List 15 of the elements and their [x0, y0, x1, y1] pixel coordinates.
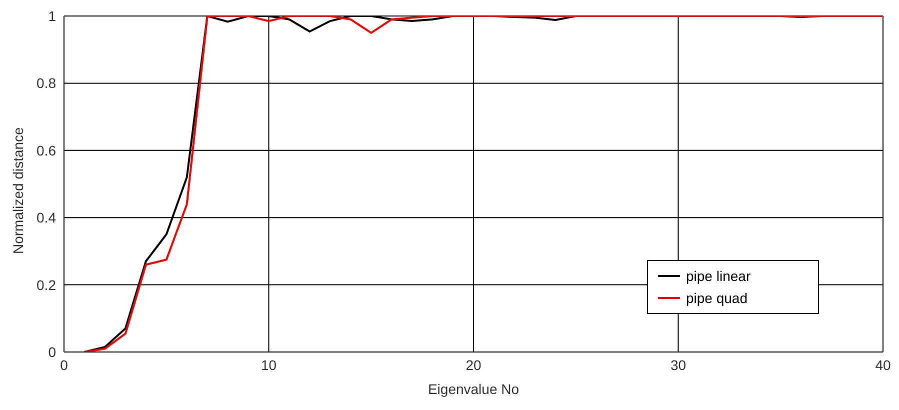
y-tick-label: 0.4	[36, 210, 56, 226]
y-tick-label: 0.8	[36, 75, 56, 92]
x-tick-label: 0	[60, 356, 68, 373]
x-tick-label: 30	[670, 356, 686, 373]
legend-label: pipe linear	[686, 267, 751, 286]
x-axis-title: Eigenvalue No	[428, 381, 520, 397]
x-tick-label: 10	[260, 356, 277, 373]
x-tick-label: 40	[875, 356, 891, 373]
y-tick-label: 0.6	[36, 142, 56, 158]
legend-label: pipe quad	[686, 289, 748, 308]
y-axis-title: Normalized distance	[10, 126, 26, 254]
y-tick-label: 0	[48, 344, 56, 360]
y-tick-label: 1	[48, 8, 56, 24]
y-tick-label: 0.2	[36, 276, 56, 293]
x-tick-label: 20	[466, 356, 482, 373]
